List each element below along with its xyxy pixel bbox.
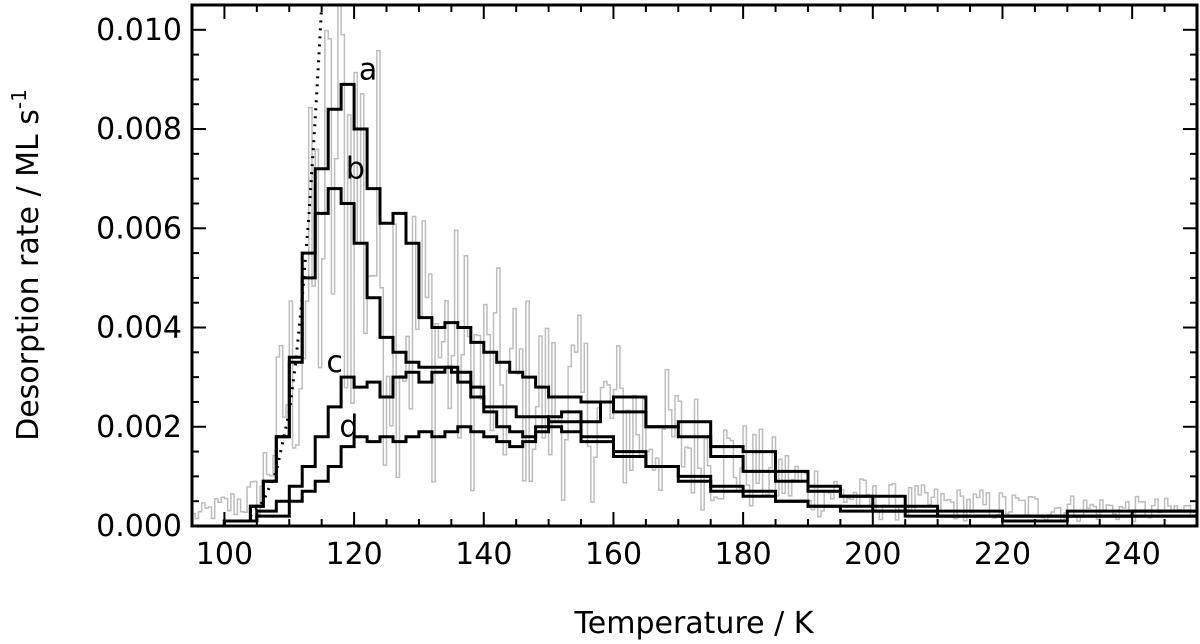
y-tick-label: 0.006 [96, 211, 182, 246]
x-tick-label: 120 [325, 537, 382, 572]
y-axis-label-main: Desorption rate / ML s [11, 109, 46, 441]
y-axis-label-superscript: -1 [7, 89, 31, 109]
y-tick-label: 0.010 [96, 13, 182, 48]
curve-label-b: b [346, 152, 365, 187]
y-ticks: 0.000 0.002 0.004 0.006 0.008 0.010 [96, 13, 1197, 544]
x-tick-label: 200 [844, 537, 901, 572]
x-tick-label: 160 [585, 537, 642, 572]
y-tick-label: 0.004 [96, 311, 182, 346]
y-tick-label: 0.000 [96, 509, 182, 544]
x-ticks: 100 120 140 160 180 200 220 240 [191, 5, 1198, 572]
x-tick-label: 180 [714, 537, 771, 572]
y-tick-label: 0.002 [96, 410, 182, 445]
plot-frame [190, 3, 1199, 528]
curves-layer [192, 4, 1199, 528]
series-d [192, 425, 1197, 528]
curve-label-c: c [326, 345, 343, 380]
series-dotted [249, 4, 324, 518]
x-axis-label: Temperature / K [574, 606, 815, 641]
svg-text:Desorption rate / ML s-1: Desorption rate / ML s-1 [7, 89, 46, 441]
y-tick-label: 0.008 [96, 112, 182, 147]
x-tick-label: 240 [1104, 537, 1161, 572]
y-axis-label: Desorption rate / ML s-1 [7, 89, 46, 441]
x-tick-label: 100 [196, 537, 253, 572]
curve-label-d: d [339, 410, 358, 445]
x-tick-label: 220 [974, 537, 1031, 572]
curve-label-a: a [359, 52, 377, 87]
x-tick-label: 140 [455, 537, 512, 572]
curve-labels: a b cd [326, 52, 377, 444]
series-c [192, 365, 1199, 528]
